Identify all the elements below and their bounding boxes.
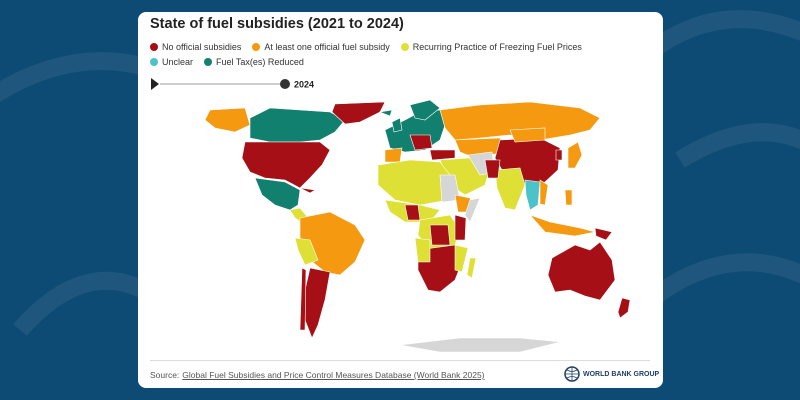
country-region[interactable] [567, 141, 583, 169]
country-region[interactable] [409, 99, 441, 121]
country-region[interactable] [299, 267, 307, 331]
country-region[interactable] [555, 149, 563, 161]
divider [150, 360, 650, 361]
country-region[interactable] [454, 244, 469, 273]
country-region[interactable] [384, 147, 403, 163]
title: State of fuel subsidies (2021 to 2024) [150, 16, 404, 32]
slider-handle[interactable] [280, 79, 290, 89]
country-region[interactable] [399, 337, 561, 353]
logo-icon [564, 366, 580, 382]
country-region[interactable] [484, 159, 501, 179]
country-region[interactable] [564, 189, 573, 206]
country-region[interactable] [409, 134, 433, 151]
legend-swatch [400, 43, 409, 51]
legend-item[interactable]: Unclear [150, 57, 193, 67]
legend-item[interactable]: At least one official fuel subsidy [252, 42, 390, 52]
country-region[interactable] [539, 179, 549, 206]
legend-label: No official subsidies [162, 42, 242, 52]
country-region[interactable] [524, 179, 541, 211]
country-region[interactable] [617, 297, 631, 319]
country-region[interactable] [304, 267, 331, 339]
legend-swatch [150, 58, 158, 66]
country-region[interactable] [204, 107, 251, 133]
source-link[interactable]: Global Fuel Subsidies and Price Control … [182, 370, 485, 380]
source: Source: Global Fuel Subsidies and Price C… [150, 370, 485, 380]
country-region[interactable] [377, 159, 451, 206]
country-region[interactable] [466, 257, 477, 279]
country-region[interactable] [331, 101, 386, 125]
logo: WORLD BANK GROUP [564, 366, 659, 382]
country-region[interactable] [454, 214, 467, 241]
country-region[interactable] [594, 227, 613, 241]
play-button[interactable] [151, 78, 159, 90]
legend-label: Fuel Tax(es) Reduced [216, 57, 304, 67]
country-region[interactable] [241, 141, 331, 189]
country-region[interactable] [429, 149, 456, 161]
country-region[interactable] [509, 127, 546, 143]
country-region[interactable] [378, 109, 393, 117]
country-region[interactable] [414, 237, 431, 263]
legend-swatch [204, 58, 213, 66]
country-region[interactable] [529, 214, 596, 237]
country-region[interactable] [249, 107, 346, 143]
country-region[interactable] [294, 237, 319, 266]
legend-label: Unclear [162, 57, 194, 67]
legend-swatch [150, 43, 158, 51]
legend-label: At least one official fuel subsidy [264, 42, 390, 52]
slider-label: 2024 [294, 80, 314, 90]
source-prefix: Source: [150, 370, 180, 380]
country-region[interactable] [464, 197, 481, 223]
country-region[interactable] [429, 224, 451, 246]
country-region[interactable] [547, 241, 616, 301]
country-region[interactable] [494, 167, 526, 211]
country-region[interactable] [391, 117, 403, 133]
legend-label: Recurring Practice of Freezing Fuel Pric… [412, 42, 582, 52]
country-region[interactable] [254, 177, 301, 211]
country-region[interactable] [299, 187, 316, 194]
legend-item[interactable]: No official subsidies [150, 42, 241, 52]
legend: No official subsidies At least one offici… [150, 42, 640, 67]
legend-item[interactable]: Recurring Practice of Freezing Fuel Pric… [400, 42, 582, 52]
logo-text: WORLD BANK GROUP [583, 370, 660, 378]
legend-swatch [252, 43, 261, 51]
legend-item[interactable]: Fuel Tax(es) Reduced [204, 57, 304, 67]
country-region[interactable] [404, 204, 421, 221]
